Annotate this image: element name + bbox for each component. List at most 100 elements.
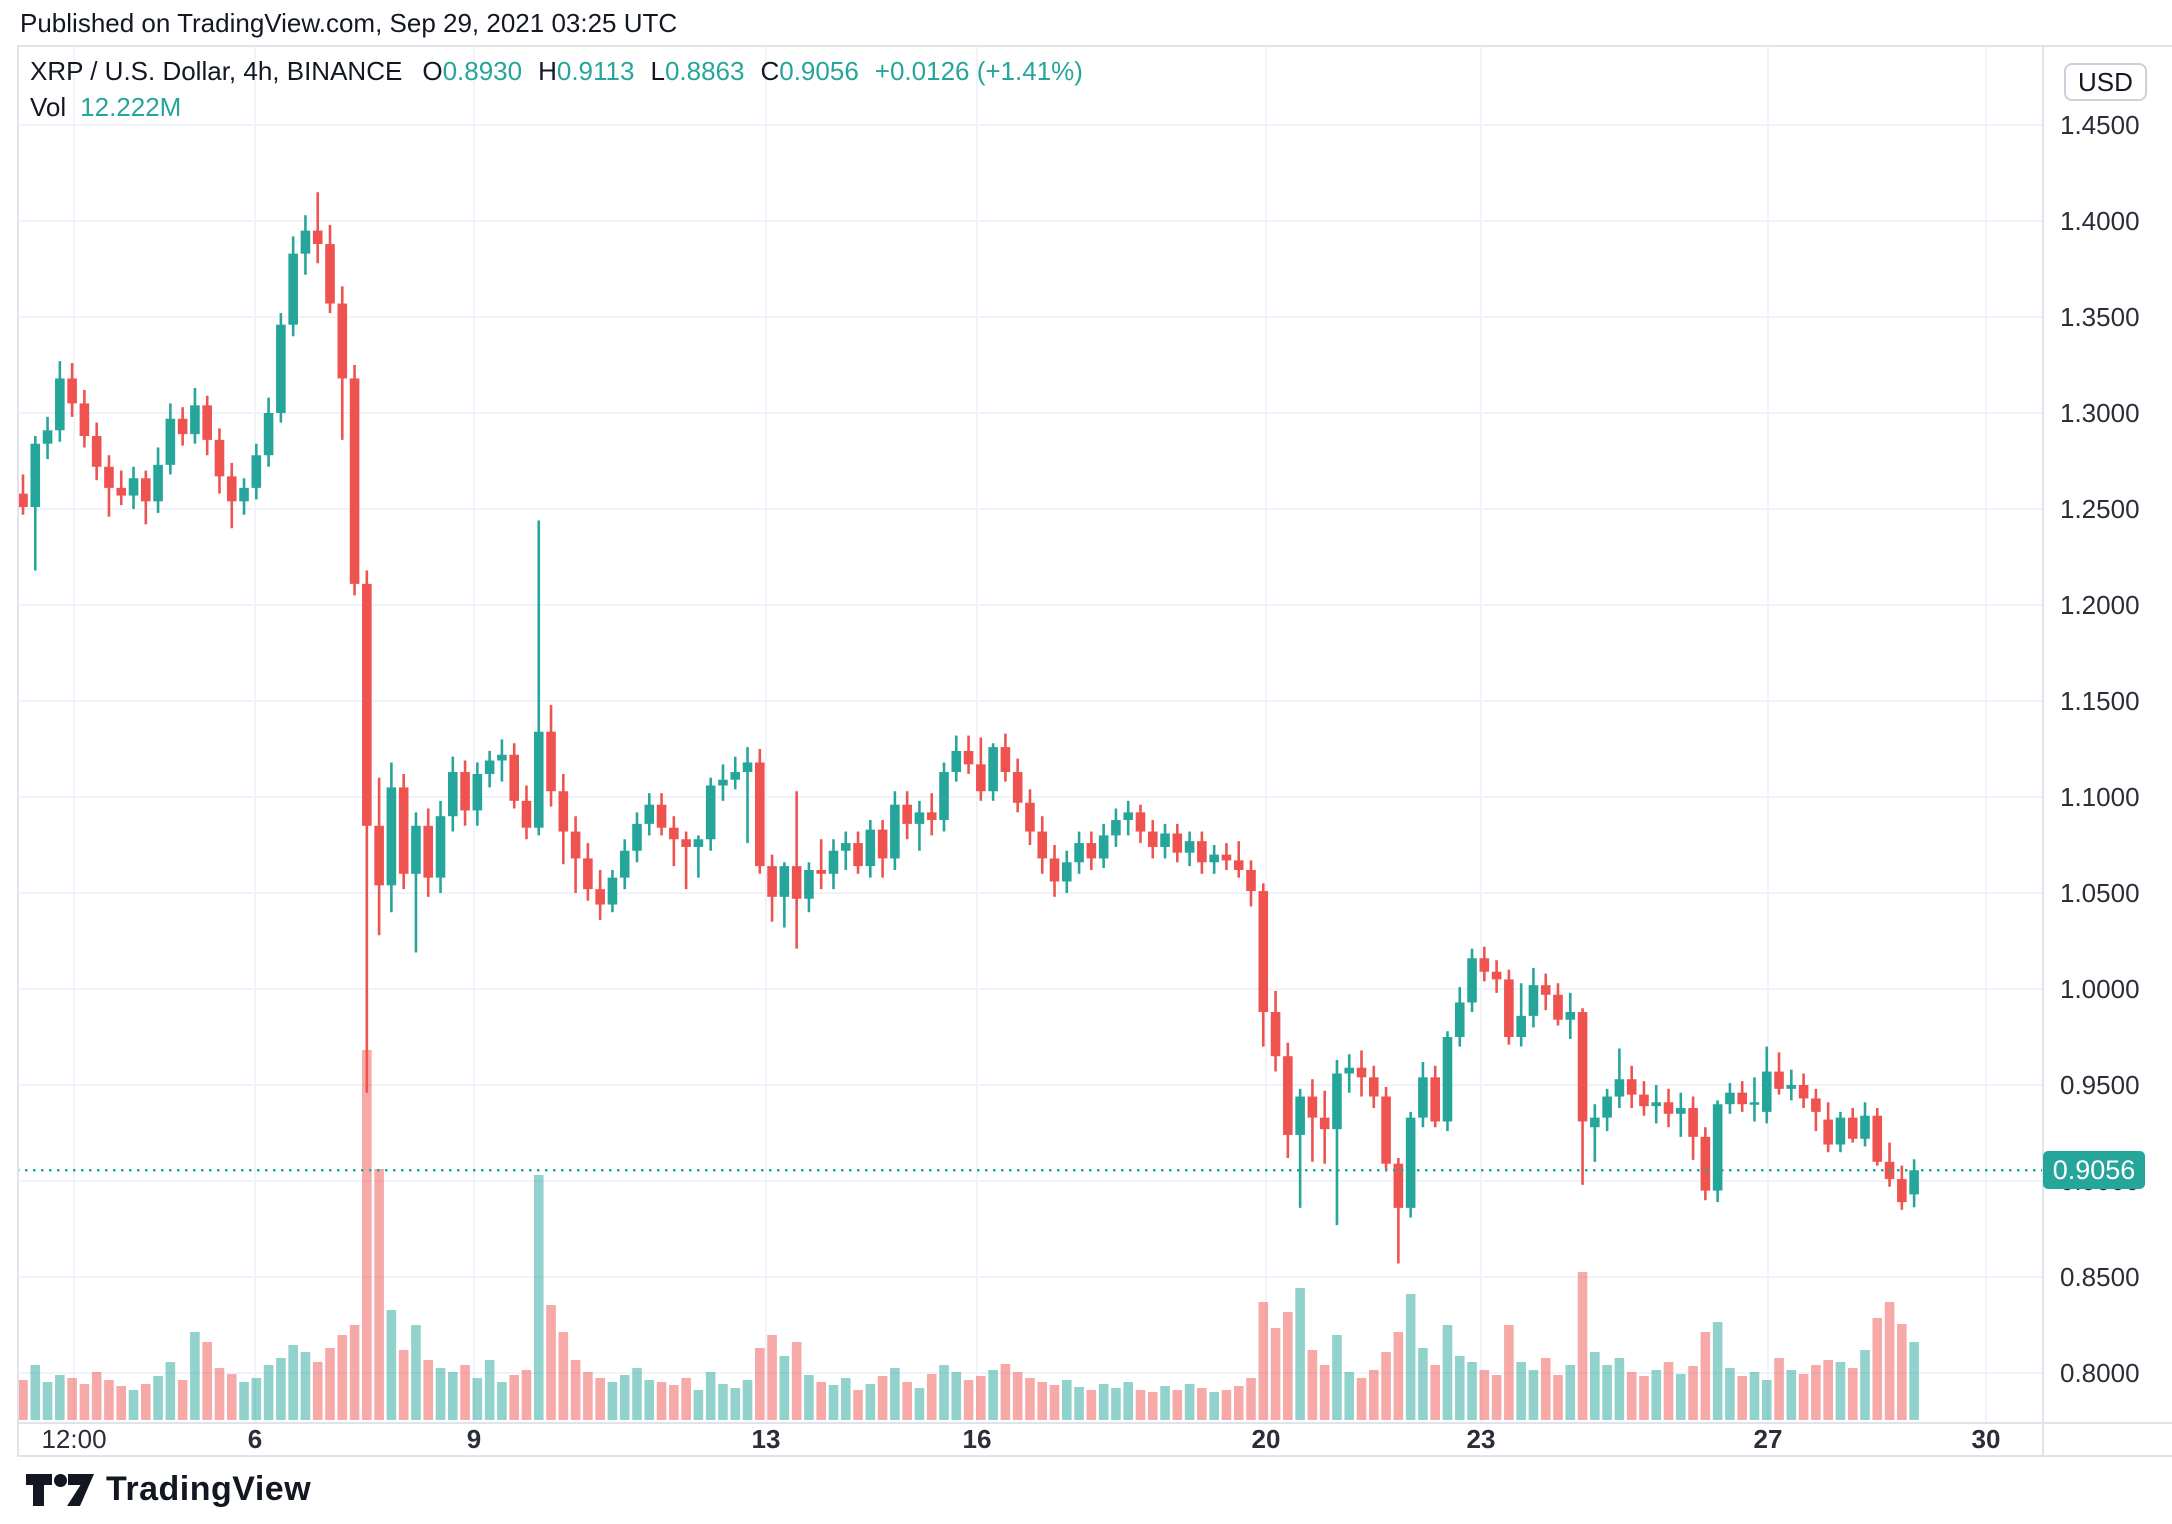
volume-bar — [263, 1365, 274, 1420]
candle-body — [1258, 891, 1269, 1013]
price-tick-label: 1.2500 — [2060, 494, 2140, 524]
volume-bar — [1221, 1390, 1232, 1420]
volume-bar — [1602, 1365, 1612, 1420]
volume-bar — [742, 1380, 753, 1420]
candle-body — [1344, 1067, 1355, 1074]
volume-bar — [1369, 1370, 1379, 1420]
volume-bar — [67, 1378, 77, 1420]
volume-bar — [1835, 1362, 1846, 1420]
volume-bar — [104, 1380, 114, 1420]
candle-body — [1025, 802, 1035, 832]
candle-body — [656, 804, 667, 828]
candle-body — [1233, 860, 1244, 870]
candle-body — [988, 747, 998, 792]
candle-body — [91, 436, 102, 467]
candle-body — [951, 750, 962, 773]
tradingview-logo[interactable]: TradingView — [24, 1470, 311, 1509]
candle-body — [177, 418, 188, 435]
price-axis-border[interactable] — [2042, 45, 2044, 1455]
volume-bar — [595, 1378, 605, 1420]
candle-body — [1847, 1117, 1858, 1139]
volume-bar — [1025, 1378, 1035, 1420]
candle-body — [1504, 979, 1514, 1037]
candle-body — [472, 773, 483, 811]
time-tick-label: 13 — [751, 1424, 781, 1454]
volume-bar — [423, 1360, 434, 1420]
candle-body — [1270, 1012, 1281, 1057]
candle-body — [1467, 958, 1477, 1003]
candle-body — [570, 831, 581, 859]
volume-bar — [460, 1365, 470, 1420]
volume-bar — [141, 1384, 151, 1420]
candle-body — [1369, 1077, 1379, 1097]
volume-bar — [1135, 1390, 1146, 1420]
volume-bar — [30, 1365, 41, 1420]
candle-body — [1000, 747, 1011, 773]
ohlc-low: L0.8863 — [650, 56, 745, 86]
candle-body — [1209, 854, 1219, 863]
candle-body — [1491, 971, 1502, 980]
time-tick-label: 9 — [466, 1424, 482, 1454]
candle-body — [337, 303, 348, 379]
candle-body — [276, 324, 286, 413]
volume-bar — [951, 1372, 962, 1420]
volume-bar — [1897, 1324, 1907, 1420]
volume-bar — [325, 1348, 335, 1420]
volume-bar — [1811, 1365, 1821, 1420]
candle-body — [239, 487, 249, 502]
candle-body — [976, 764, 986, 792]
volume-bar — [1614, 1358, 1625, 1420]
candle-body — [1430, 1077, 1440, 1122]
symbol-title[interactable]: XRP / U.S. Dollar, 4h, BINANCE — [30, 56, 403, 86]
volume-bar — [521, 1370, 532, 1420]
candle-body — [1676, 1108, 1686, 1114]
volume-bar — [1062, 1380, 1072, 1420]
volume-bar — [1909, 1342, 1919, 1420]
volume-bar — [988, 1370, 998, 1420]
candle-body — [1454, 1002, 1465, 1037]
volume-bar — [411, 1325, 421, 1420]
volume-bar — [1651, 1370, 1662, 1420]
volume-bar — [853, 1390, 863, 1420]
candle-body — [190, 405, 200, 435]
volume-bar — [1233, 1386, 1244, 1420]
volume-bar — [1737, 1376, 1747, 1420]
time-axis-border[interactable] — [17, 1422, 2172, 1424]
volume-bar — [435, 1368, 446, 1420]
candle-body — [546, 731, 556, 792]
candle-body — [840, 843, 851, 851]
currency-badge[interactable]: USD — [2064, 63, 2147, 101]
volume-bar — [1172, 1390, 1183, 1420]
candle-body — [890, 804, 900, 859]
candle-body — [1590, 1117, 1600, 1128]
volume-bar — [1688, 1366, 1698, 1420]
volume-bar — [1295, 1288, 1305, 1420]
volume-bar — [1479, 1370, 1490, 1420]
volume-bar — [386, 1310, 397, 1420]
change-value: +0.0126 (+1.41%) — [874, 56, 1083, 86]
volume-bar — [509, 1375, 519, 1420]
candle-body — [1700, 1136, 1711, 1191]
volume-bar — [755, 1348, 765, 1420]
volume-bar — [276, 1358, 286, 1420]
volume-bar — [1246, 1378, 1256, 1420]
volume-bar — [1516, 1362, 1526, 1420]
volume-bar — [1577, 1272, 1588, 1420]
volume-bar — [669, 1385, 679, 1420]
tradingview-wordmark: TradingView — [106, 1470, 312, 1508]
candle-body — [914, 812, 925, 824]
volume-bar — [1823, 1360, 1833, 1420]
volume-bar — [1405, 1294, 1416, 1420]
candle-body — [386, 787, 397, 886]
tradingview-mark-icon — [26, 1473, 94, 1506]
candle-body — [521, 800, 532, 828]
pane-border-left — [17, 45, 19, 1455]
candle-body — [853, 843, 863, 867]
volume-bar — [1798, 1374, 1809, 1420]
candle-body — [1528, 985, 1539, 1016]
price-tick-label: 1.4500 — [2060, 110, 2140, 140]
volume-bar — [1418, 1348, 1428, 1420]
candle-body — [1811, 1098, 1821, 1112]
candle-body — [1074, 843, 1084, 863]
